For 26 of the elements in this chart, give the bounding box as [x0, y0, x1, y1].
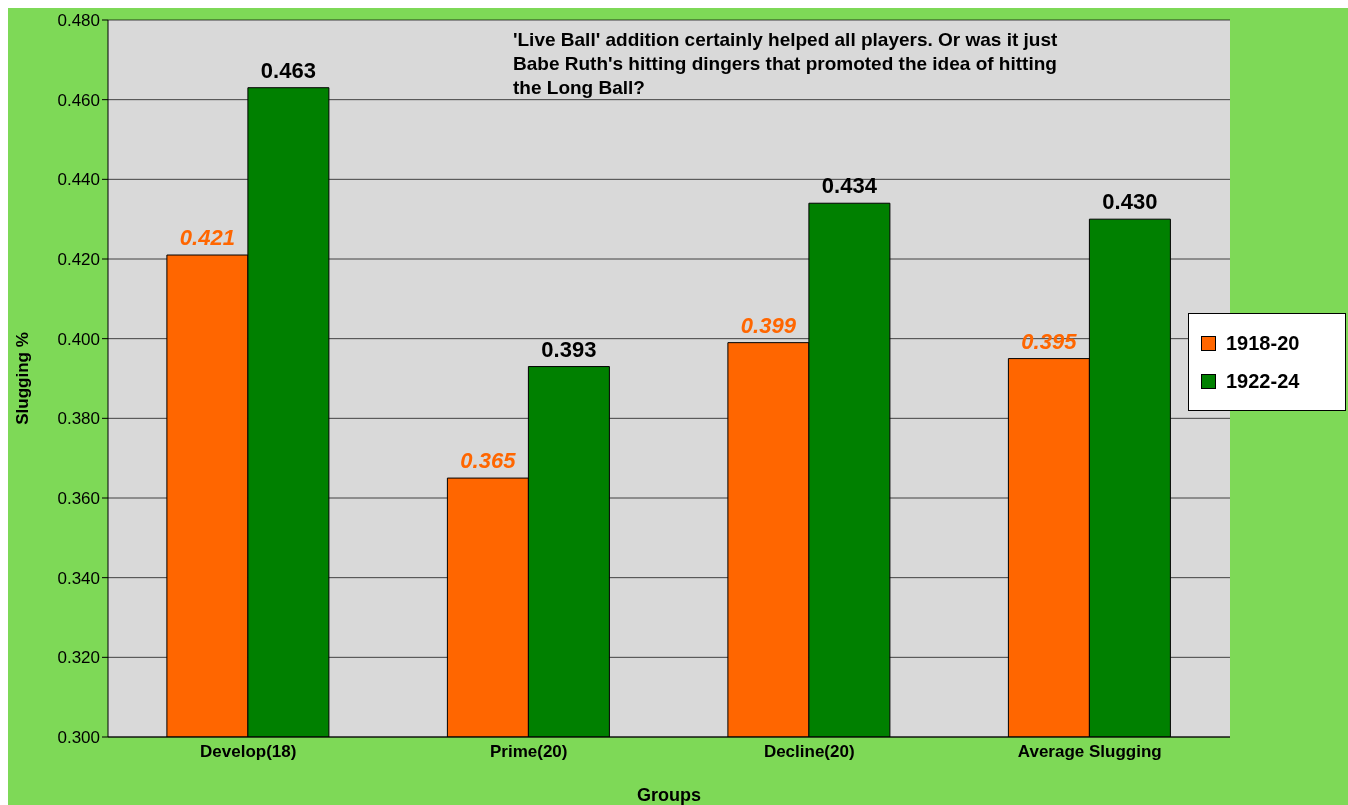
- y-axis-title: Slugging %: [13, 332, 33, 425]
- y-tick-label: 0.380: [57, 409, 100, 429]
- x-tick-label: Develop(18): [200, 742, 297, 762]
- data-label: 0.365: [460, 448, 517, 474]
- legend-label: 1922-24: [1226, 369, 1300, 393]
- y-tick-label: 0.400: [57, 329, 100, 349]
- x-tick-label: Prime(20): [490, 742, 568, 762]
- y-tick-label: 0.460: [57, 90, 100, 110]
- data-label: 0.463: [260, 57, 316, 83]
- x-tick-label: Decline(20): [763, 742, 855, 762]
- y-tick-label: 0.480: [57, 11, 100, 31]
- y-tick-label: 0.420: [57, 250, 100, 270]
- y-tick-label: 0.300: [57, 728, 100, 748]
- data-label: 0.421: [179, 225, 235, 251]
- y-tick-label: 0.360: [57, 489, 100, 509]
- legend-label: 1918-20: [1226, 331, 1300, 355]
- data-label: 0.399: [740, 312, 797, 338]
- y-tick-label: 0.340: [57, 568, 100, 588]
- y-tick-label: 0.440: [57, 170, 100, 190]
- x-axis-title: Groups: [636, 785, 702, 805]
- data-label: 0.434: [821, 173, 878, 199]
- y-tick-label: 0.320: [57, 648, 100, 668]
- x-tick-label: Average Slugging: [1017, 742, 1162, 762]
- data-label: 0.393: [541, 336, 597, 362]
- annotation: 'Live Ball' addition certainly helped all players. Or was it just Babe Ruth's hitting dingers that promoted the idea of hitting the Long Ball?: [513, 28, 1059, 100]
- data-label: 0.430: [1102, 189, 1158, 215]
